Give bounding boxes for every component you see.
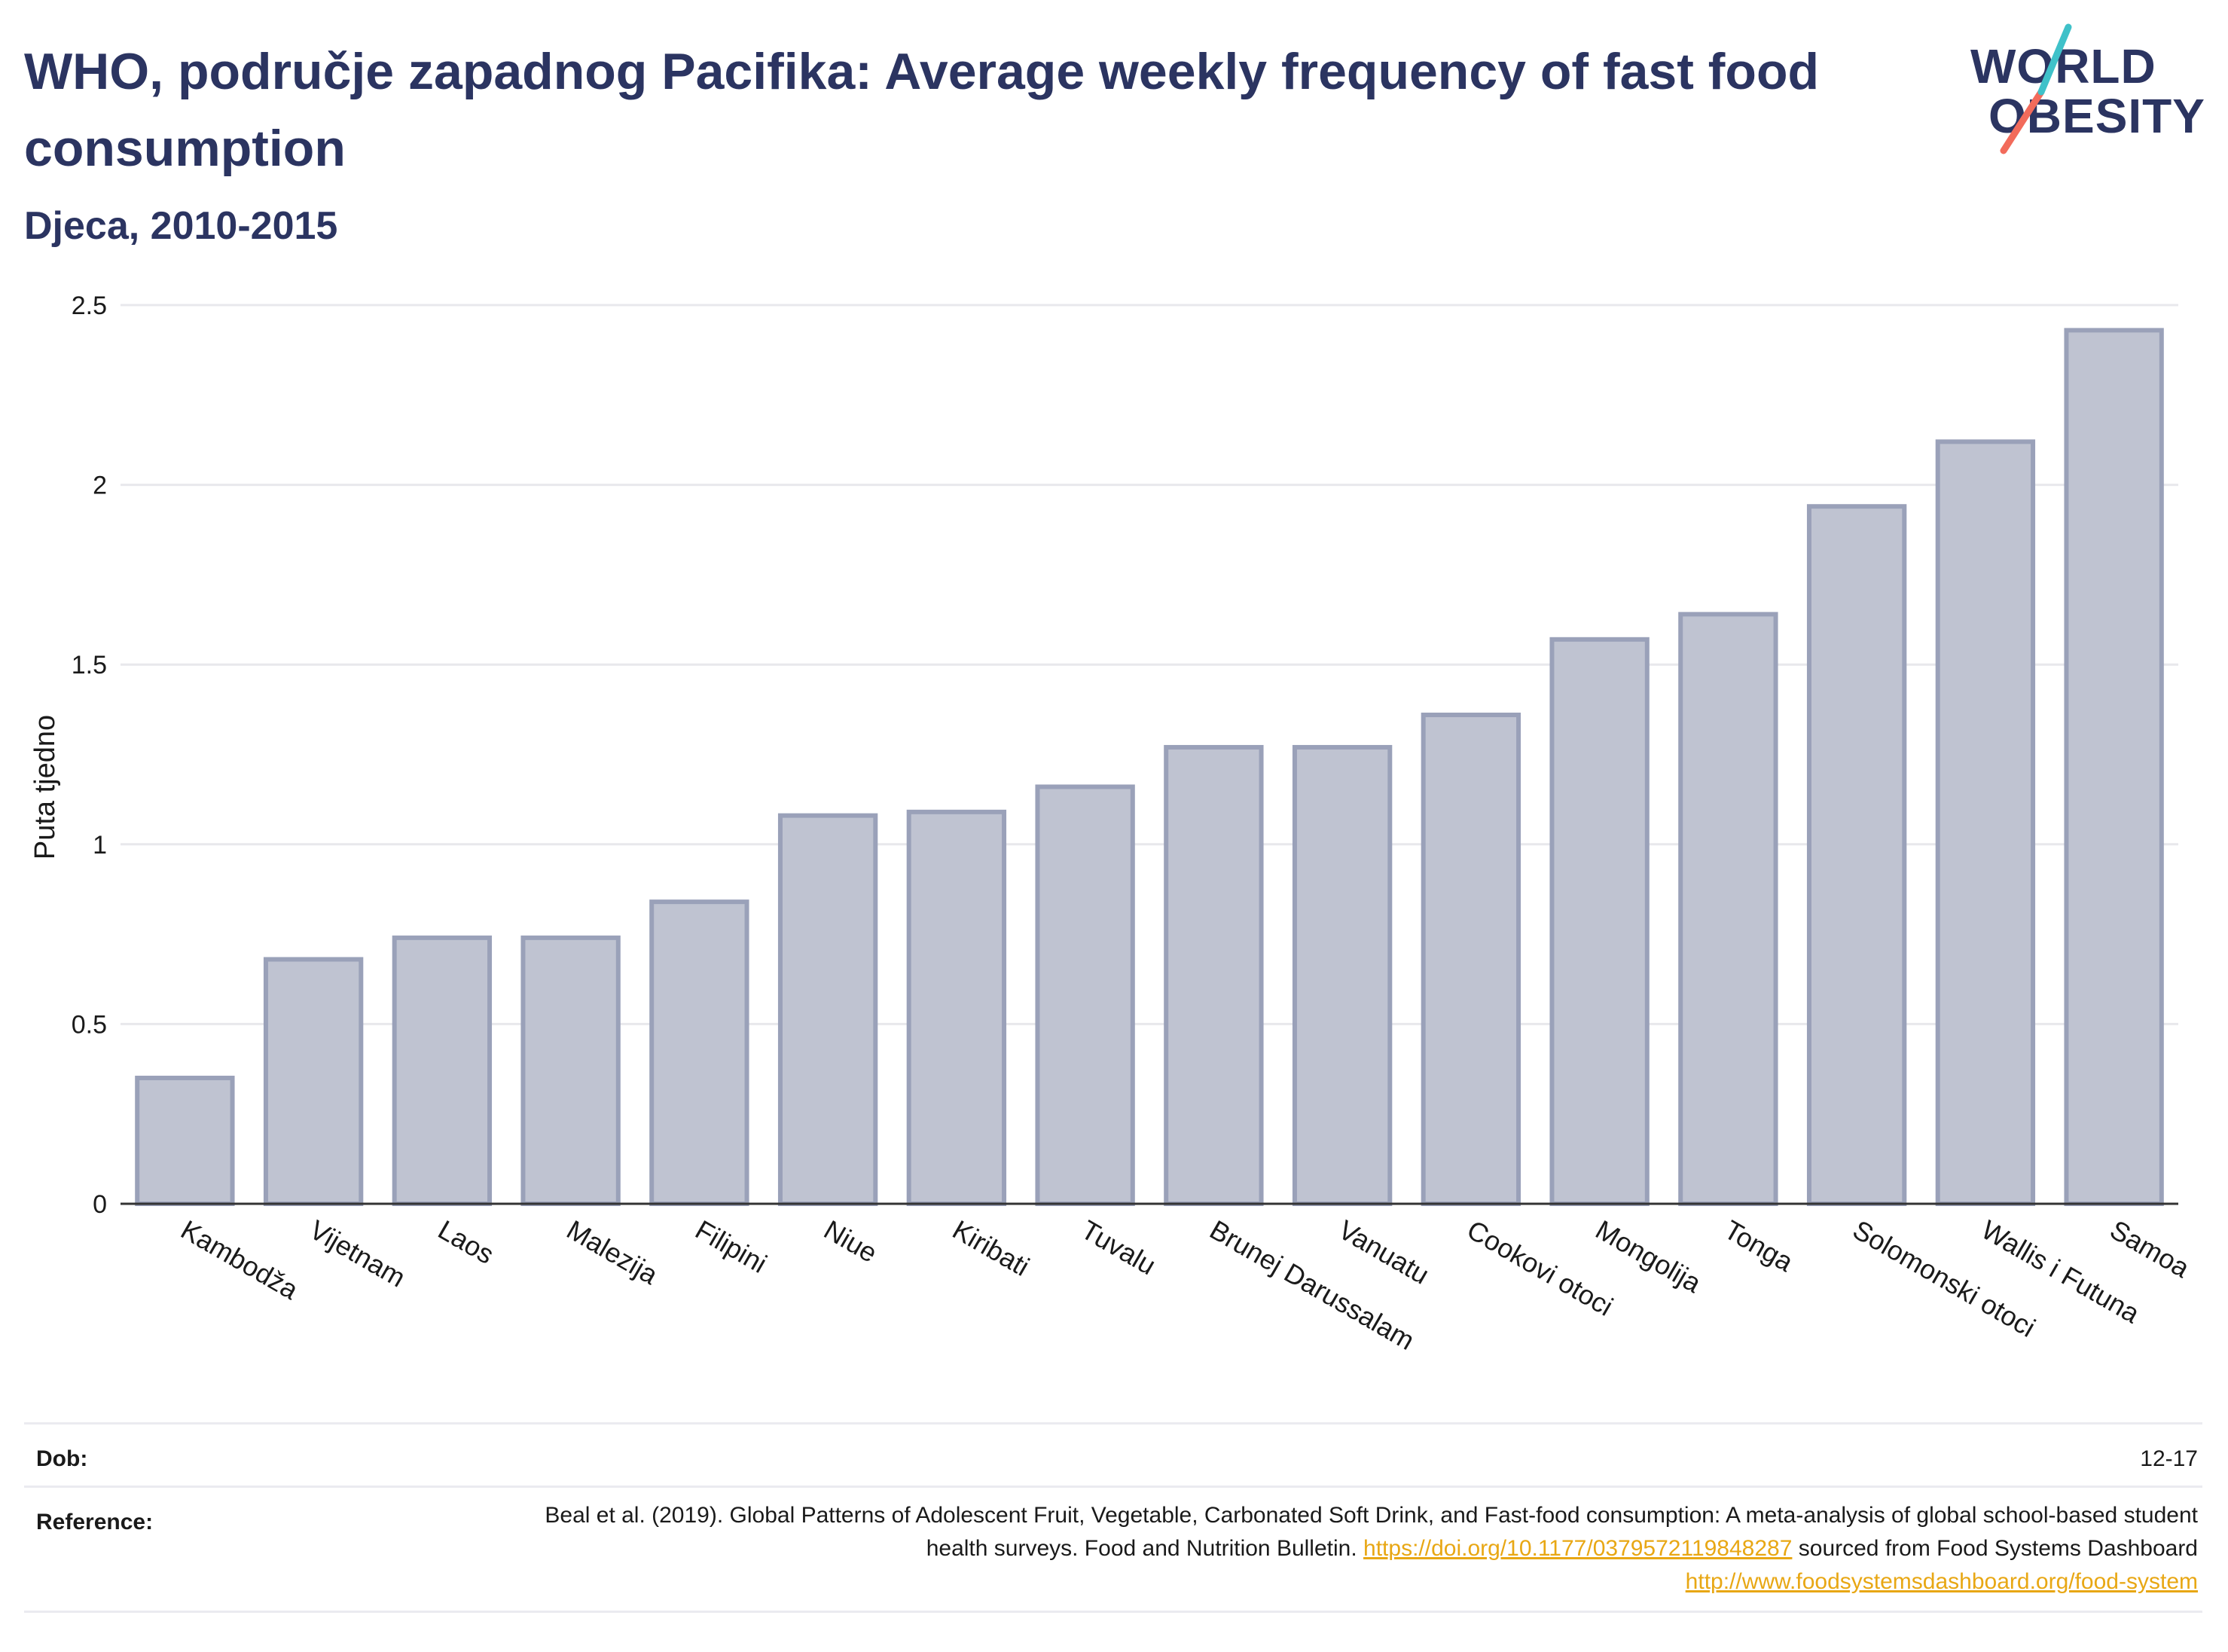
bar: [392, 935, 493, 1206]
reference-text: Beal et al. (2019). Global Patterns of A…: [541, 1499, 2198, 1599]
bar-chart: 0 0.5 1 1.5 2 2.5 Kambodža Vijetnam Laos Malezij…: [29, 292, 2196, 1356]
logo-slash-icon: [2000, 23, 2072, 154]
reference-citation: Beal et al. (2019). Global Patterns of A…: [545, 1503, 2198, 1561]
world-obesity-logo: WORLD OBESITY: [1966, 23, 2214, 158]
divider-bottom: [24, 1611, 2202, 1613]
x-tick-label: Laos: [433, 1214, 499, 1270]
bar: [135, 1075, 235, 1206]
reference-source: sourced from Food Systems Dashboard: [1798, 1536, 2198, 1561]
bar: [263, 957, 364, 1207]
bar: [1549, 637, 1650, 1206]
bar: [649, 899, 749, 1206]
bar: [777, 813, 878, 1206]
chart-title: WHO, područje zapadnog Pacifika: Average…: [24, 43, 1820, 177]
x-tick-label: Kiribati: [948, 1214, 1035, 1282]
y-axis: 0 0.5 1 1.5 2 2.5: [72, 292, 107, 1219]
age-value: 12-17: [2140, 1446, 2198, 1471]
y-tick-label: 0: [93, 1190, 107, 1219]
x-axis: Kambodža Vijetnam Laos Malezija Filipini Niue…: [121, 1202, 2196, 1356]
y-tick-label: 1: [93, 831, 107, 860]
bars: [135, 328, 2164, 1207]
x-tick-label: Tonga: [1719, 1214, 1799, 1278]
bar: [520, 935, 621, 1206]
divider-top: [24, 1422, 2202, 1425]
x-tick-label: Mongolija: [1591, 1214, 1708, 1299]
bar: [1035, 784, 1135, 1206]
x-tick-label: Kambodža: [175, 1214, 304, 1305]
chart-subtitle: Djeca, 2010-2015: [24, 204, 338, 248]
x-tick-label: Vijetnam: [304, 1214, 411, 1293]
bar: [1421, 713, 1521, 1206]
bar: [2064, 328, 2164, 1206]
age-label: Dob:: [36, 1446, 88, 1471]
x-tick-label: Tuvalu: [1076, 1214, 1161, 1281]
reference-doi-link[interactable]: https://doi.org/10.1177/0379572119848287: [1363, 1536, 1793, 1561]
x-tick-label: Samoa: [2105, 1214, 2196, 1284]
logo-line1: WORLD: [1970, 39, 2156, 93]
x-tick-label: Brunej Darussalam: [1204, 1214, 1420, 1356]
bar: [906, 809, 1007, 1207]
reference-label: Reference:: [36, 1510, 154, 1534]
divider-middle: [24, 1486, 2202, 1488]
bar: [1806, 504, 1907, 1206]
y-tick-label: 0.5: [72, 1010, 107, 1039]
bar: [1292, 744, 1393, 1206]
y-tick-label: 1.5: [72, 651, 107, 679]
y-tick-label: 2.5: [72, 292, 107, 320]
x-tick-label: Malezija: [562, 1214, 664, 1290]
y-axis-title: Puta tjedno: [29, 715, 61, 860]
x-tick-label: Filipini: [690, 1214, 772, 1279]
bar: [1164, 744, 1264, 1206]
bar: [1678, 612, 1778, 1206]
y-tick-label: 2: [93, 472, 107, 500]
x-tick-label: Niue: [819, 1214, 883, 1269]
reference-dashboard-link[interactable]: http://www.foodsystemsdashboard.org/food…: [1685, 1569, 2198, 1594]
x-tick-label: Cookovi otoci: [1462, 1214, 1619, 1322]
bar: [1935, 439, 2036, 1206]
x-tick-label: Vanuatu: [1333, 1214, 1434, 1290]
